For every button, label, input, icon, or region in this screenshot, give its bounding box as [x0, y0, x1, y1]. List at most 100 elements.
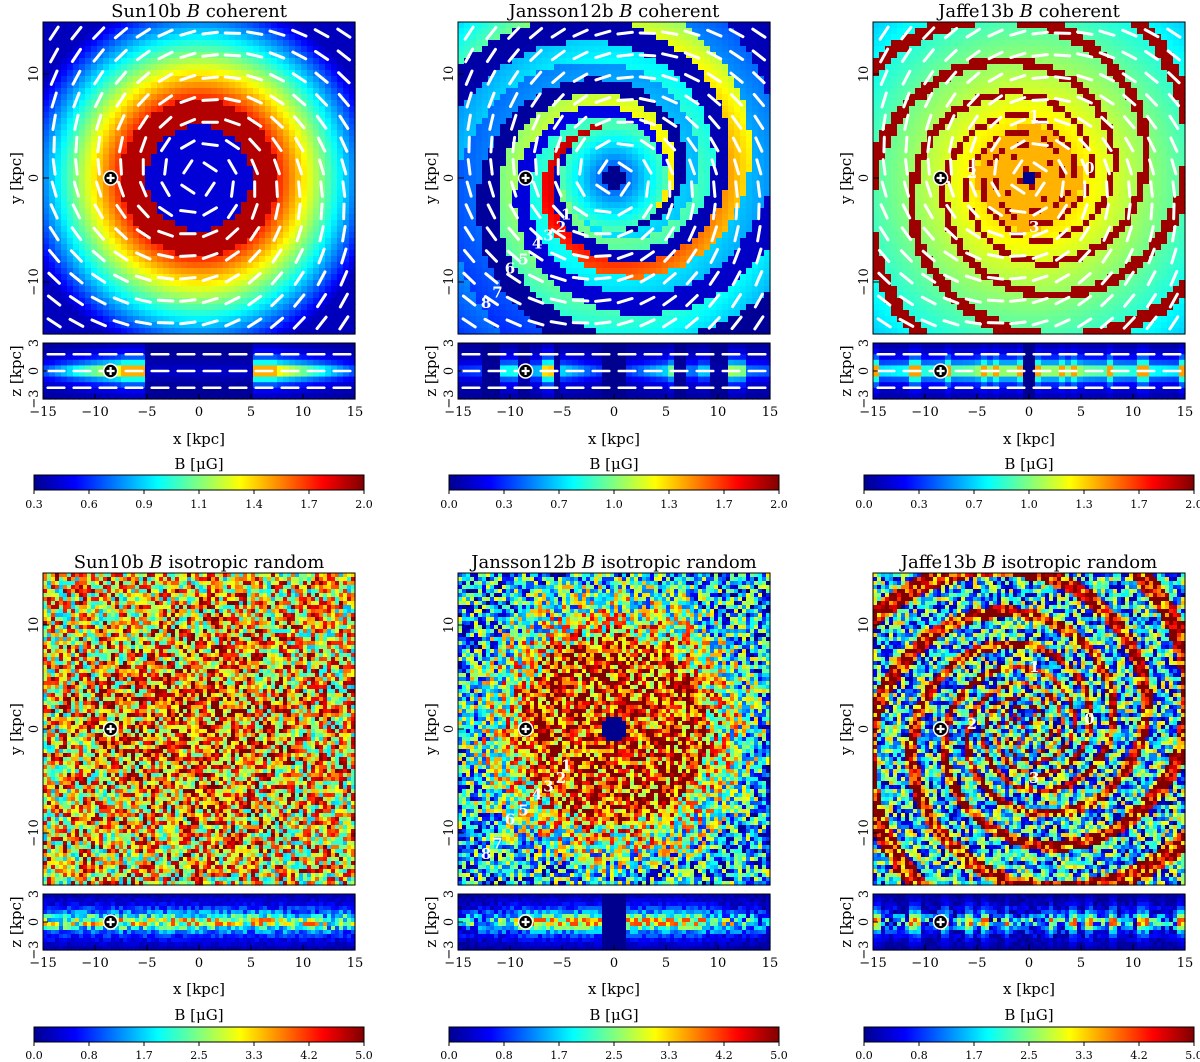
heatmap-cell: [331, 118, 338, 125]
heatmap-cell: [325, 22, 332, 29]
heatmap-cell: [175, 136, 182, 143]
heatmap-cell: [43, 142, 50, 149]
heatmap-cell: [127, 46, 134, 53]
heatmap-cell: [211, 22, 218, 29]
heatmap-cell: [145, 34, 152, 41]
heatmap-cell: [301, 46, 308, 53]
heatmap-cell: [331, 64, 338, 71]
heatmap-cell: [67, 46, 74, 53]
heatmap-cell: [139, 130, 146, 137]
heatmap-cell: [205, 106, 212, 113]
heatmap-cell: [145, 82, 152, 89]
heatmap-cell: [91, 142, 98, 149]
heatmap-cell: [157, 46, 164, 53]
heatmap-cell: [199, 136, 206, 143]
heatmap-cell: [115, 112, 122, 119]
heatmap-cell: [289, 100, 296, 107]
heatmap-cell: [247, 46, 254, 53]
heatmap-cell: [199, 58, 206, 65]
heatmap-cell: [85, 136, 92, 143]
heatmap-cell: [67, 52, 74, 59]
heatmap-cell: [85, 64, 92, 71]
heatmap-cell: [151, 70, 158, 77]
heatmap-cell: [43, 58, 50, 65]
heatmap-cell: [187, 40, 194, 47]
heatmap-cell: [289, 76, 296, 83]
heatmap-cell: [61, 94, 68, 101]
heatmap-cell: [43, 22, 50, 29]
heatmap-cell: [115, 40, 122, 47]
heatmap-cell: [97, 40, 104, 47]
heatmap-cell: [91, 130, 98, 137]
heatmap-cell: [211, 124, 218, 131]
heatmap-cell: [139, 64, 146, 71]
heatmap-cell: [181, 112, 188, 119]
heatmap-cell: [229, 40, 236, 47]
heatmap-cell: [127, 142, 134, 149]
heatmap-cell: [289, 88, 296, 95]
heatmap-cell: [187, 46, 194, 53]
heatmap-cell: [103, 40, 110, 47]
heatmap-cell: [151, 52, 158, 59]
heatmap-cell: [283, 136, 290, 143]
heatmap-cell: [187, 88, 194, 95]
heatmap-cell: [241, 40, 248, 47]
heatmap-cell: [79, 34, 86, 41]
heatmap-cell: [289, 142, 296, 149]
heatmap-cell: [181, 82, 188, 89]
heatmap-cell: [241, 22, 248, 29]
heatmap-cell: [127, 64, 134, 71]
heatmap-cell: [271, 58, 278, 65]
heatmap-cell: [271, 22, 278, 29]
heatmap-cell: [325, 118, 332, 125]
heatmap-cell: [109, 82, 116, 89]
heatmap-cell: [313, 124, 320, 131]
heatmap-cell: [43, 34, 50, 41]
heatmap-cell: [103, 130, 110, 137]
heatmap-cell: [337, 130, 344, 137]
heatmap-cell: [283, 94, 290, 101]
heatmap-cell: [337, 106, 344, 113]
heatmap-cell: [145, 124, 152, 131]
heatmap-cell: [151, 34, 158, 41]
heatmap-cell: [271, 46, 278, 53]
heatmap-cell: [127, 70, 134, 77]
heatmap-cell: [253, 112, 260, 119]
heatmap-cell: [229, 70, 236, 77]
heatmap-cell: [157, 70, 164, 77]
heatmap-cell: [103, 34, 110, 41]
heatmap-cell: [241, 112, 248, 119]
heatmap-cell: [145, 64, 152, 71]
heatmap-cell: [295, 130, 302, 137]
heatmap-cell: [67, 28, 74, 35]
heatmap-cell: [211, 40, 218, 47]
heatmap-cell: [103, 118, 110, 125]
heatmap-cell: [307, 40, 314, 47]
heatmap-cell: [157, 106, 164, 113]
heatmap-cell: [85, 112, 92, 119]
heatmap-cell: [55, 58, 62, 65]
heatmap-cell: [277, 106, 284, 113]
heatmap-cell: [331, 124, 338, 131]
heatmap-cell: [271, 64, 278, 71]
heatmap-cell: [331, 58, 338, 65]
heatmap-cell: [193, 40, 200, 47]
heatmap-cell: [265, 124, 272, 131]
heatmap-cell: [205, 64, 212, 71]
heatmap-cell: [175, 112, 182, 119]
heatmap-cell: [283, 124, 290, 131]
heatmap-cell: [151, 40, 158, 47]
heatmap-cell: [181, 46, 188, 53]
heatmap-cell: [85, 58, 92, 65]
heatmap-cell: [223, 64, 230, 71]
heatmap-cell: [205, 40, 212, 47]
heatmap-cell: [157, 40, 164, 47]
heatmap-cell: [115, 46, 122, 53]
heatmap-cell: [169, 130, 176, 137]
heatmap-cell: [79, 58, 86, 65]
heatmap-cell: [181, 70, 188, 77]
heatmap-cell: [229, 82, 236, 89]
heatmap-cell: [133, 70, 140, 77]
heatmap-cell: [103, 136, 110, 143]
heatmap-cell: [313, 100, 320, 107]
